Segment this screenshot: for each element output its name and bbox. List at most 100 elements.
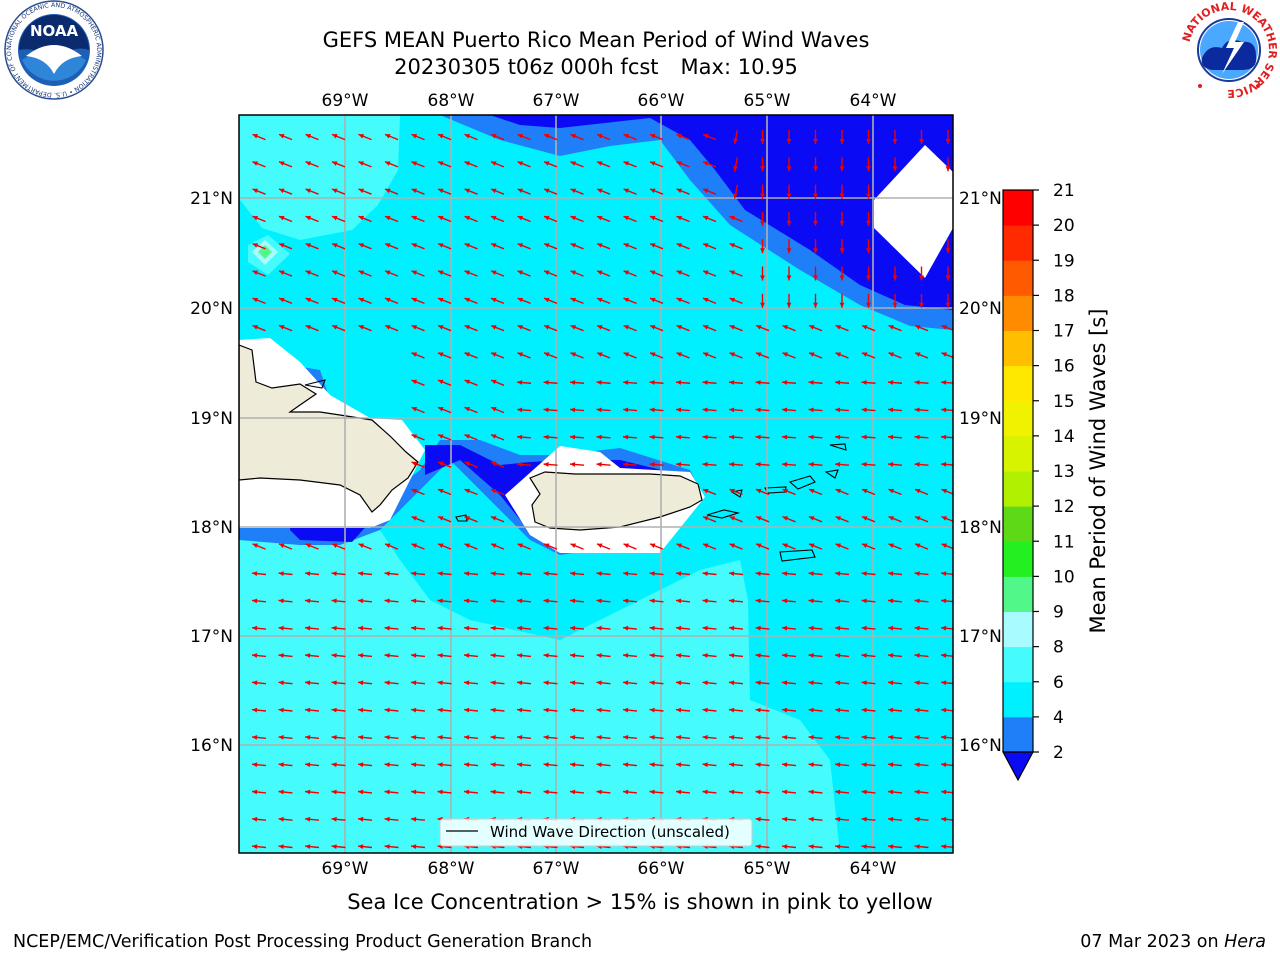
wave-direction-arrowhead	[941, 325, 948, 330]
wave-direction-arrowhead	[543, 325, 550, 330]
wave-direction-arrowhead	[888, 625, 894, 631]
wave-direction-arrowhead	[331, 325, 338, 330]
wave-direction-arrowhead	[649, 270, 656, 275]
wave-direction-arrowhead	[702, 134, 709, 139]
wave-direction-arrowhead	[464, 543, 471, 548]
wave-direction-arrowhead	[437, 243, 444, 248]
wave-direction-arrowhead	[649, 653, 655, 658]
wave-direction-arrowhead	[676, 571, 682, 576]
wave-direction-arrowhead	[570, 571, 576, 576]
wave-direction-arrowhead	[570, 325, 577, 330]
wave-direction-arrowhead	[782, 762, 788, 768]
wave-direction-arrowhead	[941, 352, 948, 357]
wave-direction-arrowhead	[411, 625, 417, 631]
wave-direction-arrowhead	[305, 161, 312, 166]
wave-direction-arrowhead	[305, 707, 311, 713]
wave-direction-arrowhead	[755, 762, 761, 768]
wave-direction-arrowhead	[782, 462, 788, 467]
wave-direction-arrowhead	[543, 380, 549, 385]
wave-direction-arrowhead	[596, 134, 603, 139]
wave-direction-arrowhead	[437, 680, 443, 686]
wave-direction-arrowhead	[517, 434, 523, 440]
wave-direction-arrowhead	[786, 275, 792, 281]
wave-direction-arrowhead	[782, 325, 789, 330]
wave-direction-arrowhead	[702, 789, 708, 795]
wave-direction-arrowhead	[786, 220, 792, 226]
longitude-label-bottom: 65°W	[744, 859, 791, 879]
wave-direction-arrowhead	[570, 625, 576, 631]
wave-direction-arrowhead	[702, 571, 708, 576]
wave-direction-arrowhead	[490, 571, 496, 576]
wave-direction-arrowhead	[760, 275, 765, 281]
latitude-label-left: 16°N	[190, 736, 233, 756]
wave-direction-arrowhead	[596, 707, 602, 713]
wave-direction-arrowhead	[623, 680, 629, 686]
wave-direction-arrowhead	[649, 707, 655, 713]
wave-direction-arrowhead	[782, 625, 788, 631]
wave-direction-arrowhead	[358, 161, 365, 166]
wave-direction-arrowhead	[808, 407, 814, 413]
wave-direction-arrowhead	[411, 461, 418, 467]
wave-direction-arrowhead	[437, 789, 443, 795]
wave-direction-arrowhead	[384, 735, 390, 740]
wave-direction-arrowhead	[464, 325, 471, 330]
hispaniola-land	[239, 344, 419, 513]
wave-direction-arrowhead	[786, 166, 792, 172]
wave-direction-arrowhead	[888, 462, 894, 467]
wave-direction-arrowhead	[808, 598, 814, 604]
wave-direction-arrowhead	[760, 220, 765, 226]
longitude-label-top: 65°W	[744, 91, 791, 111]
wave-direction-arrowhead	[543, 762, 549, 768]
wave-direction-arrowhead	[490, 270, 497, 275]
wave-direction-arrowhead	[813, 275, 818, 281]
wave-direction-arrowhead	[676, 161, 683, 166]
wave-direction-arrowhead	[464, 134, 471, 139]
wave-direction-arrowhead	[305, 625, 311, 631]
colorbar-tick-label: 8	[1053, 638, 1064, 658]
wave-direction-arrowhead	[914, 735, 920, 740]
wave-direction-arrowhead	[813, 302, 818, 308]
island-coastline	[706, 509, 741, 519]
wave-direction-arrowhead	[623, 270, 630, 275]
wave-direction-arrowhead	[861, 816, 867, 822]
wave-direction-arrowhead	[866, 248, 871, 254]
wave-direction-arrowhead	[649, 680, 655, 686]
wave-direction-arrowhead	[786, 139, 792, 144]
period-9-10s-region	[258, 245, 272, 259]
wave-direction-arrowhead	[861, 789, 867, 795]
wave-direction-arrowhead	[729, 789, 735, 795]
wave-direction-arrowhead	[729, 270, 736, 275]
wave-direction-arrowhead	[411, 571, 417, 576]
wave-direction-arrowhead	[464, 407, 471, 412]
wave-direction-arrowhead	[596, 297, 603, 303]
wave-direction-arrowhead	[543, 134, 550, 139]
wave-direction-arrowhead	[649, 735, 655, 740]
colorbar-segment	[1003, 716, 1033, 753]
wave-direction-arrowhead	[543, 735, 549, 740]
wave-direction-arrowhead	[305, 598, 311, 604]
wave-direction-arrowhead	[892, 166, 898, 172]
wave-direction-arrowhead	[252, 598, 258, 604]
wave-direction-arrowhead	[437, 297, 444, 303]
wave-direction-arrowhead	[252, 161, 259, 166]
wave-direction-arrowhead	[490, 516, 497, 521]
wave-direction-arrowhead	[464, 762, 470, 768]
wave-direction-arrowhead	[596, 625, 602, 631]
wave-direction-arrowhead	[649, 789, 655, 795]
wave-direction-arrowhead	[649, 161, 656, 166]
wave-direction-arrowhead	[384, 844, 390, 849]
wave-direction-arrowhead	[835, 488, 842, 494]
wave-direction-arrowhead	[278, 325, 285, 330]
wave-direction-arrowhead	[331, 598, 337, 604]
wave-direction-arrowhead	[866, 193, 871, 199]
latitude-label-left: 18°N	[190, 518, 233, 538]
wave-direction-arrowhead	[411, 297, 418, 303]
wave-direction-arrowhead	[384, 243, 391, 248]
wave-direction-arrowhead	[861, 762, 867, 768]
wave-direction-arrowhead	[490, 680, 496, 686]
wave-direction-arrowhead	[888, 571, 894, 576]
wave-direction-arrowhead	[358, 270, 365, 275]
wave-direction-arrowhead	[755, 516, 762, 521]
wave-direction-arrowhead	[623, 543, 630, 548]
